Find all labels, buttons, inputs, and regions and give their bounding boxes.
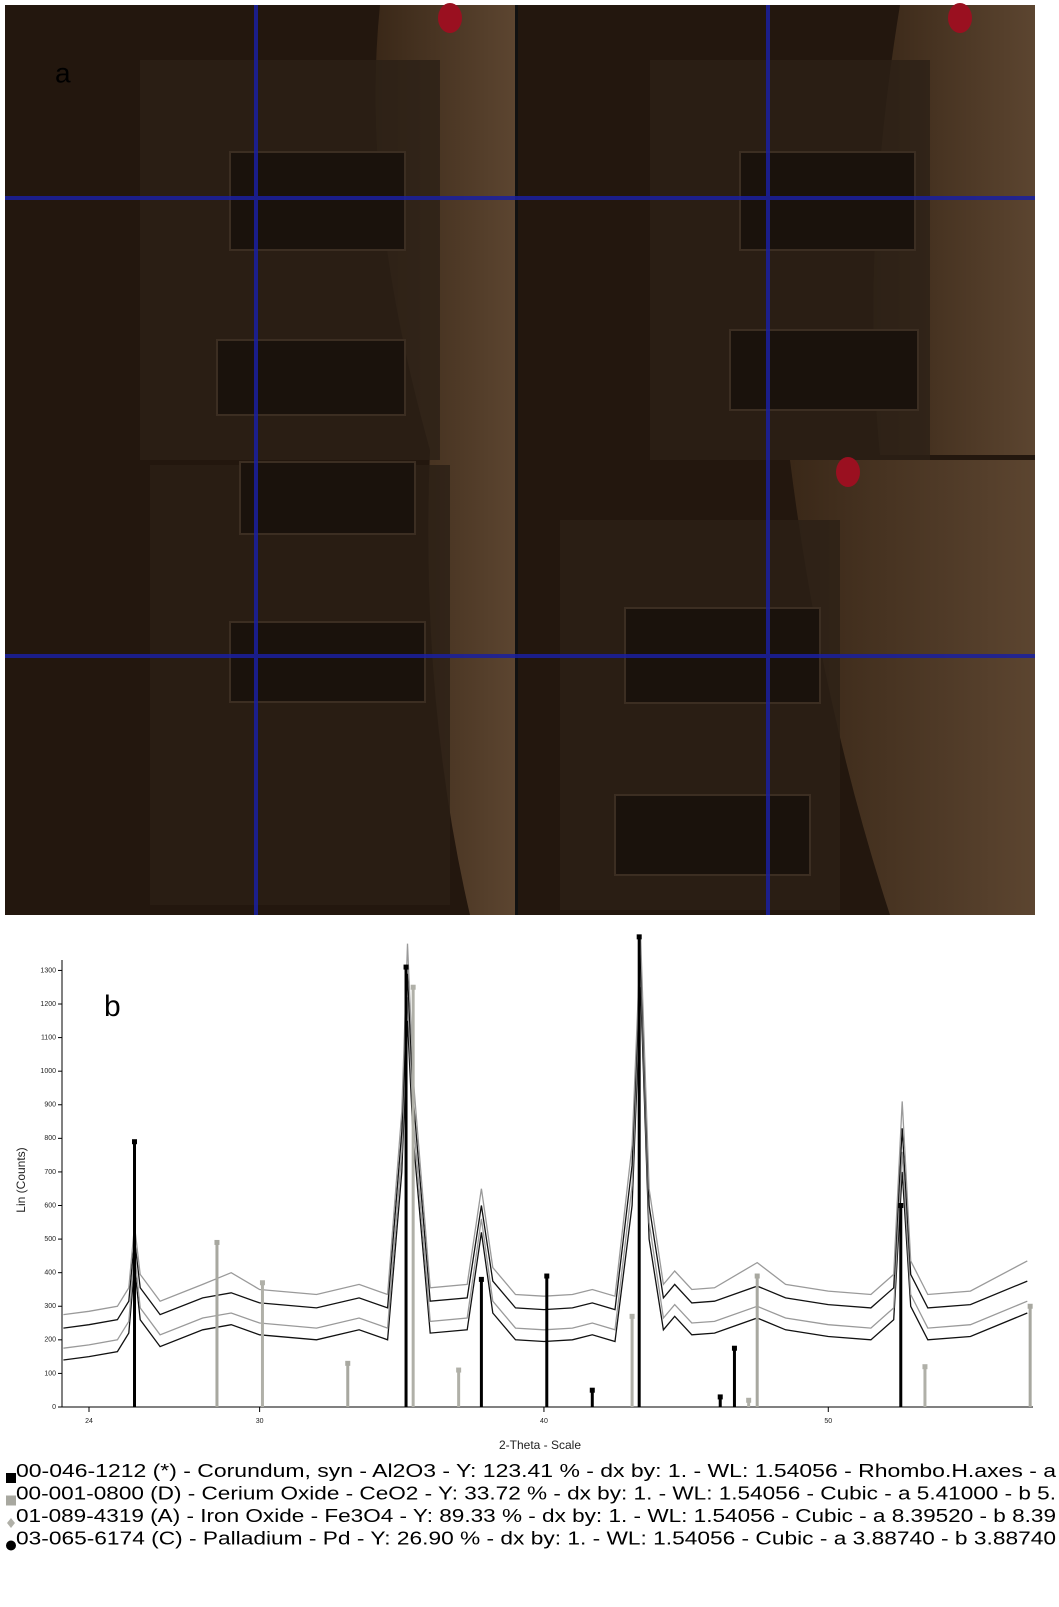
y-axis-label: Lin (Counts) xyxy=(14,1147,28,1212)
reference-cap xyxy=(214,1239,220,1245)
wood-surface xyxy=(790,460,1035,915)
y-tick-label: 800 xyxy=(44,1135,56,1142)
y-tick-label: 300 xyxy=(44,1303,56,1310)
photo-panel: a xyxy=(5,3,1035,915)
red-mark xyxy=(438,3,462,33)
reference-cap xyxy=(259,1280,265,1286)
reference-cap xyxy=(746,1397,752,1403)
y-tick-label: 1000 xyxy=(40,1068,56,1075)
x-tick-label: 30 xyxy=(256,1418,264,1425)
x-tick-label: 50 xyxy=(824,1418,832,1425)
sample xyxy=(614,794,811,876)
red-mark xyxy=(948,3,972,33)
reference-cap xyxy=(544,1273,550,1279)
xrd-chart: b 2-Theta - Scale Lin (Counts) 0 100 200 30… xyxy=(6,934,1057,1551)
y-tick-label: 1100 xyxy=(41,1034,56,1041)
legend-entry: 03-065-6174 (C) - Palladium - Pd - Y: 26… xyxy=(16,1528,1056,1548)
y-tick-label: 400 xyxy=(44,1270,56,1277)
y-tick-label: 200 xyxy=(44,1337,56,1344)
legend-entry: 00-046-1212 (*) - Corundum, syn - Al2O3 … xyxy=(16,1461,1057,1481)
reference-cap xyxy=(410,984,416,990)
reference-cap xyxy=(132,1139,138,1145)
legend-marker xyxy=(6,1540,16,1551)
legend-entry: 01-089-4319 (A) - Iron Oxide - Fe3O4 - Y… xyxy=(16,1506,1056,1526)
reference-cap xyxy=(754,1273,760,1279)
reference-cap xyxy=(345,1360,351,1366)
pattern-trace xyxy=(63,987,1028,1361)
reference-cap xyxy=(898,1203,904,1209)
reference-cap xyxy=(456,1367,462,1373)
pattern-trace xyxy=(63,936,1028,1316)
reference-cap xyxy=(403,964,409,970)
y-tick-label: 1300 xyxy=(40,967,56,974)
pattern-trace xyxy=(63,950,1028,1329)
reference-cap xyxy=(731,1345,737,1351)
legend-marker xyxy=(7,1518,15,1528)
red-mark xyxy=(836,457,860,487)
y-tick-label: 700 xyxy=(44,1169,56,1176)
y-tick-label: 900 xyxy=(44,1102,56,1109)
reference-cap xyxy=(717,1394,723,1400)
reference-cap xyxy=(589,1387,595,1393)
y-tick-label: 1200 xyxy=(40,1001,56,1008)
reference-cap xyxy=(922,1364,928,1370)
x-axis-label: 2-Theta - Scale xyxy=(499,1438,581,1452)
plot-area xyxy=(63,934,1033,1407)
x-tick-label: 40 xyxy=(540,1418,548,1425)
y-tick-label: 600 xyxy=(44,1202,56,1209)
reference-cap xyxy=(636,934,642,940)
legend-entry: 00-001-0800 (D) - Cerium Oxide - CeO2 - … xyxy=(16,1483,1056,1503)
legend-marker xyxy=(6,1495,16,1506)
reference-cap xyxy=(629,1313,635,1319)
x-tick-label: 24 xyxy=(85,1418,93,1425)
photo-divider xyxy=(515,5,518,915)
y-tick-label: 500 xyxy=(44,1236,56,1243)
reference-cap xyxy=(478,1276,484,1282)
y-tick-label: 0 xyxy=(52,1404,56,1411)
panel-label: b xyxy=(104,990,121,1023)
crosshairs xyxy=(5,5,1035,915)
pattern-trace xyxy=(63,963,1028,1349)
sample xyxy=(216,339,406,416)
legend-marker xyxy=(6,1473,16,1483)
reference-cap xyxy=(1027,1303,1033,1309)
y-tick-label: 100 xyxy=(44,1370,56,1377)
sample xyxy=(729,329,919,411)
sample xyxy=(239,461,416,535)
panel-label: a xyxy=(55,57,71,88)
sample xyxy=(229,621,426,703)
sample xyxy=(229,151,406,251)
